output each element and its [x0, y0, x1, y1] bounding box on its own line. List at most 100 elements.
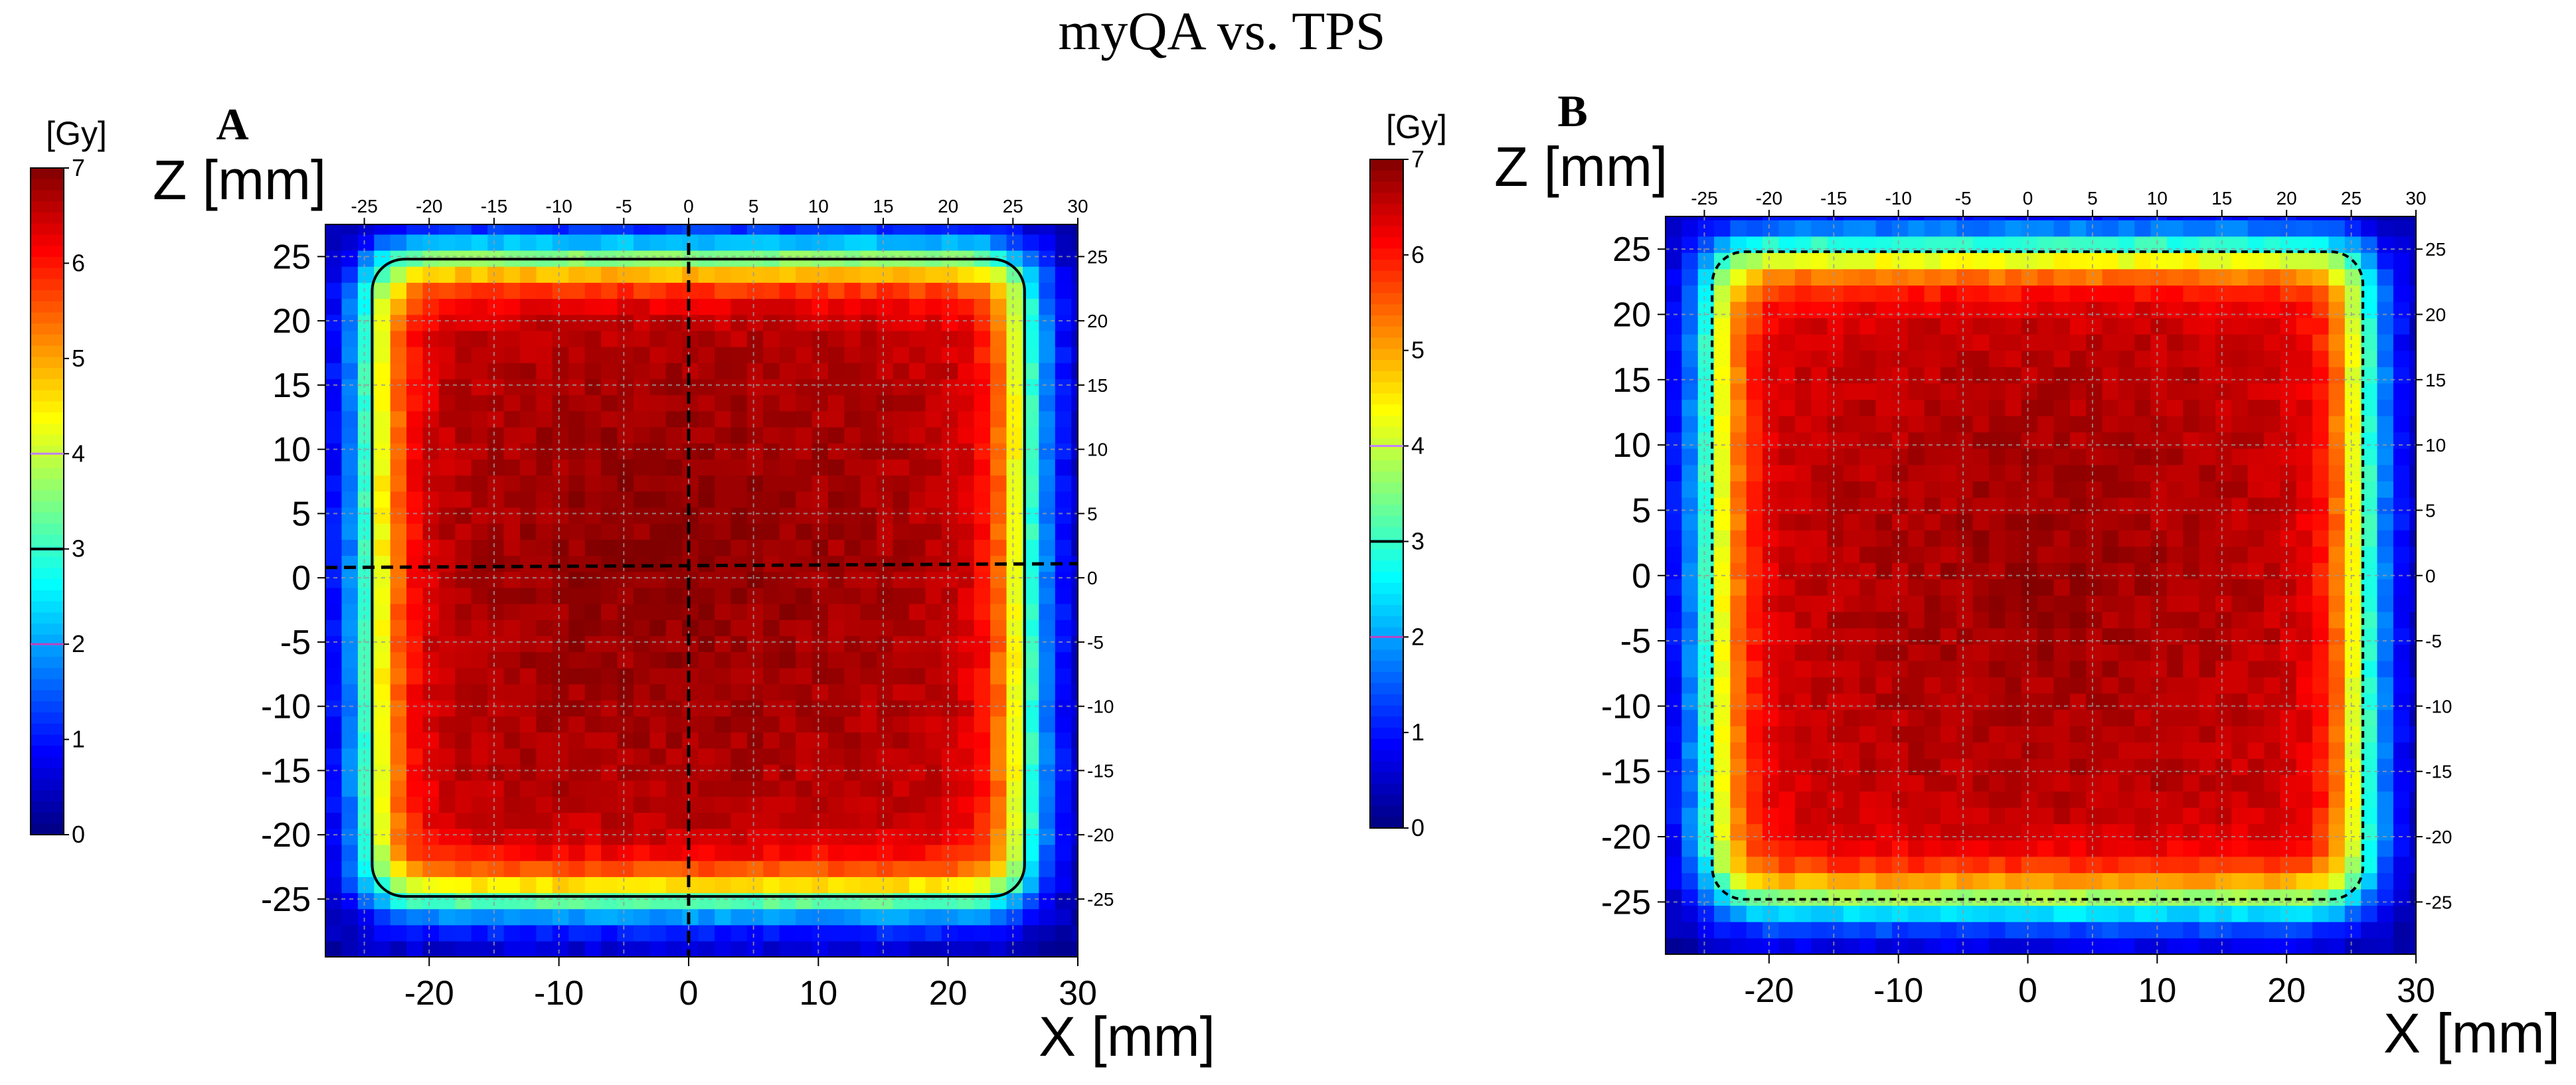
heatmap-cell: [617, 442, 634, 459]
heatmap-cell: [584, 844, 602, 861]
heatmap-cell: [487, 876, 505, 894]
heatmap-cell: [438, 394, 456, 412]
heatmap-cell: [2086, 285, 2103, 302]
heatmap-cell: [877, 876, 894, 894]
heatmap-cell: [2393, 382, 2411, 400]
colorbar-band: [1370, 193, 1403, 205]
heatmap-cell: [682, 812, 699, 829]
heatmap-cell: [1924, 562, 1941, 580]
heatmap-cell: [438, 314, 456, 331]
heatmap-cell: [2199, 546, 2216, 563]
heatmap-cell: [2377, 382, 2394, 400]
heatmap-cell: [2328, 464, 2346, 481]
heatmap-cell: [1827, 350, 1844, 367]
heatmap-cell: [2150, 546, 2168, 563]
heatmap-cell: [682, 940, 699, 958]
x-axis-label: X [mm]: [2383, 1002, 2560, 1064]
heatmap-cell: [827, 282, 845, 299]
heatmap-cell: [374, 442, 391, 459]
colorbar-band: [1370, 315, 1403, 327]
heatmap-cell: [1924, 382, 1941, 400]
heatmap-cell: [2134, 415, 2152, 433]
heatmap-cell: [357, 924, 375, 942]
heatmap-cell: [325, 394, 343, 412]
heatmap-cell: [2231, 415, 2249, 433]
heatmap-cell: [2183, 725, 2200, 743]
heatmap-cell: [1843, 546, 1861, 563]
heatmap-cell: [2393, 595, 2411, 612]
heatmap-cell: [2264, 546, 2281, 563]
colorbar-tick-label: 0: [72, 821, 85, 848]
heatmap-cell: [2069, 774, 2087, 792]
heatmap-cell: [974, 587, 991, 604]
heatmap-cell: [844, 683, 861, 701]
heatmap-cell: [2199, 627, 2216, 645]
heatmap-cell: [1859, 595, 1877, 612]
heatmap-cell: [715, 266, 732, 283]
heatmap-cell: [341, 587, 359, 604]
heatmap-cell: [1827, 399, 1844, 416]
heatmap-cell: [649, 748, 667, 765]
heatmap-cell: [746, 844, 764, 861]
heatmap-cell: [958, 844, 975, 861]
heatmap-cell: [877, 394, 894, 412]
heatmap-cell: [2393, 873, 2411, 890]
heatmap-cell: [827, 603, 845, 620]
heatmap-cell: [633, 764, 651, 781]
heatmap-cell: [536, 748, 553, 765]
heatmap-cell: [941, 539, 959, 556]
heatmap-cell: [2280, 317, 2297, 335]
heatmap-cell: [438, 346, 456, 363]
heatmap-cell: [1859, 268, 1877, 286]
heatmap-cell: [1746, 611, 1763, 629]
heatmap-cell: [568, 298, 586, 315]
heatmap-cell: [2231, 660, 2249, 677]
heatmap-cell: [779, 491, 796, 508]
heatmap-cell: [2150, 350, 2168, 367]
heatmap-cell: [1681, 529, 1699, 547]
heatmap-cell: [2069, 856, 2087, 873]
heatmap-cell: [1055, 346, 1073, 363]
heatmap-cell: [1972, 921, 1990, 939]
heatmap-cell: [812, 603, 829, 620]
heatmap-cell: [1875, 529, 1893, 547]
heatmap-cell: [584, 266, 602, 283]
heatmap-cell: [1778, 562, 1796, 580]
heatmap-cell: [877, 346, 894, 363]
heatmap-cell: [893, 780, 910, 797]
heatmap-cell: [1778, 367, 1796, 384]
heatmap-cell: [1762, 382, 1780, 400]
heatmap-cell: [1055, 475, 1073, 492]
heatmap-cell: [2215, 873, 2233, 890]
heatmap-cell: [909, 314, 926, 331]
heatmap-cell: [374, 571, 391, 588]
heatmap-cell: [455, 699, 472, 716]
heatmap-cell: [698, 603, 715, 620]
heatmap-cell: [1039, 796, 1056, 813]
heatmap-cell: [1924, 611, 1941, 629]
colorbar-band: [1370, 304, 1403, 316]
heatmap-cell: [1827, 481, 1844, 498]
heatmap-cell: [2183, 758, 2200, 776]
heatmap-cell: [1730, 333, 1747, 351]
heatmap-cell: [1989, 677, 2006, 694]
heatmap-cell: [584, 892, 602, 910]
heatmap-cell: [2312, 611, 2330, 629]
heatmap-cell: [1843, 513, 1861, 531]
heatmap-cell: [796, 924, 813, 942]
right-axis-tick-label: -10: [2425, 696, 2452, 716]
heatmap-cell: [406, 224, 424, 235]
heatmap-cell: [877, 828, 894, 845]
heatmap-cell: [1714, 415, 1731, 433]
heatmap-cell: [2102, 595, 2119, 612]
heatmap-cell: [796, 844, 813, 861]
heatmap-cell: [633, 475, 651, 492]
heatmap-cell: [487, 940, 505, 958]
heatmap-cell: [2231, 481, 2249, 498]
top-axis-tick-label: -25: [351, 196, 377, 216]
heatmap-cell: [2409, 758, 2417, 776]
heatmap-cell: [2247, 578, 2265, 596]
heatmap-cell: [1746, 627, 1763, 645]
heatmap-cell: [877, 475, 894, 492]
heatmap-cell: [1022, 924, 1040, 942]
